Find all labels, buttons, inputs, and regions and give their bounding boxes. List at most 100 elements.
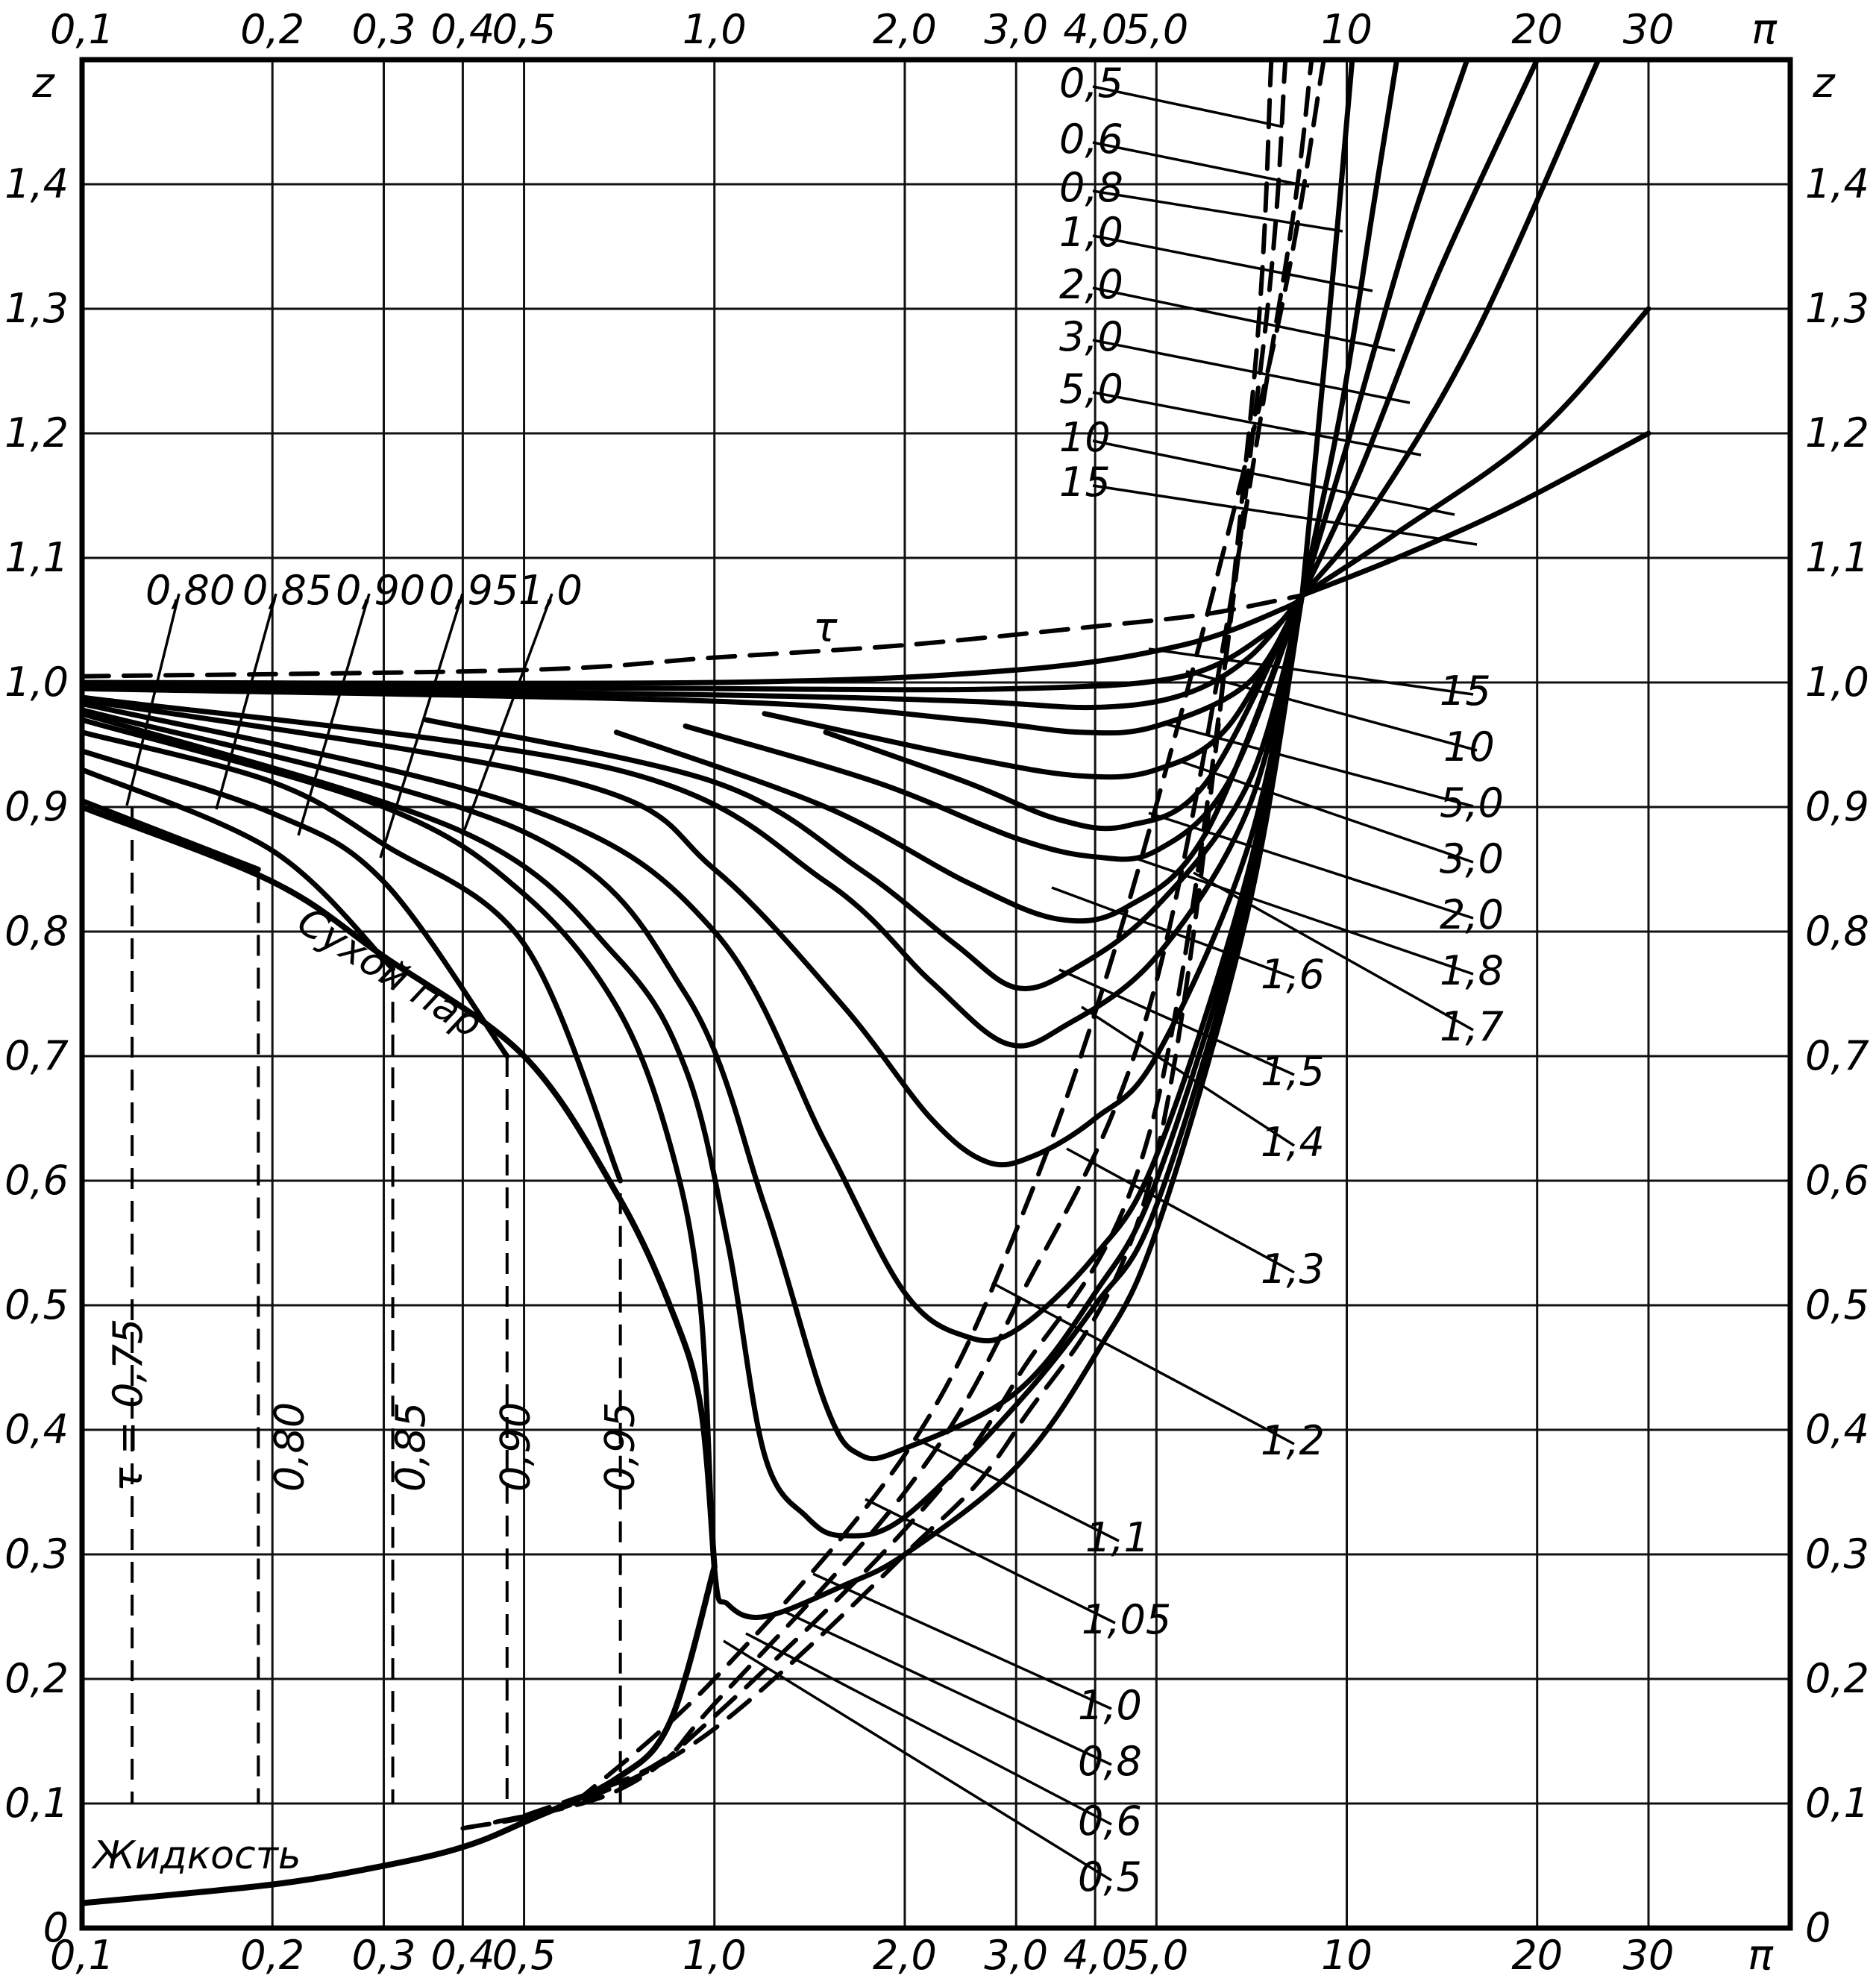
right-top-label-3,0-leader <box>1092 339 1411 404</box>
x-tick-label-top: 4,0 <box>1063 6 1127 53</box>
x-tick-label-top: 30 <box>1623 6 1675 53</box>
right-mid-label-1,7-leader <box>1193 871 1474 1032</box>
right-mid-label-3,0: 3,0 <box>1440 835 1504 882</box>
y-tick-label-left: 1,1 <box>4 534 69 581</box>
plot-frame <box>79 57 1793 1931</box>
liquid-label: Жидкость <box>91 1833 301 1878</box>
isotherm-1,8 <box>823 592 1305 832</box>
isotherm-0,80 <box>82 798 261 872</box>
right-top-label-10-leader <box>1092 439 1455 516</box>
right-mid-label-15-leader <box>1148 647 1474 696</box>
right-top-label-5,0-leader <box>1092 391 1422 456</box>
subcritical-label-0,80: 0,80 <box>266 1402 313 1492</box>
right-mid-label-10: 10 <box>1443 723 1495 770</box>
subcritical-label-0,95: 0,95 <box>597 1402 644 1492</box>
isotherm-1,6 <box>613 592 1305 924</box>
x-tick-label-top: 20 <box>1511 6 1563 53</box>
isotherm-1,2 <box>82 592 1305 1344</box>
y-tick-label-right: 0,3 <box>1805 1531 1869 1578</box>
y-axis-symbol-right: z <box>1812 59 1836 107</box>
x-tick-label-bottom: 0,1 <box>50 1932 114 1979</box>
y-tick-label-left: 1,2 <box>4 409 69 456</box>
x-tick-label-bottom: 0,2 <box>240 1932 304 1979</box>
isotherm-curves <box>82 60 1651 1906</box>
top-left-label-1,0-leader <box>461 593 553 836</box>
x-axis-symbol-top: π <box>1751 5 1778 54</box>
top-left-label-0,95: 0,95 <box>429 567 518 614</box>
bottom-label-1,1-leader <box>917 1438 1120 1542</box>
isotherm-1,0-upper <box>1299 60 1400 598</box>
right-top-label-1,0-leader <box>1092 234 1373 292</box>
x-tick-label-bottom: 1,0 <box>683 1932 747 1979</box>
right-mid-label-1,4: 1,4 <box>1261 1119 1325 1166</box>
x-tick-label-bottom: 20 <box>1511 1932 1563 1979</box>
right-mid-label-1,4-leader <box>1081 1005 1295 1147</box>
x-tick-label-top: 0,3 <box>352 6 416 53</box>
right-mid-label-extra: 15 <box>1440 668 1491 715</box>
x-tick-label-top: 10 <box>1321 6 1373 53</box>
y-tick-label-left: 0,6 <box>4 1157 69 1204</box>
x-tick-label-top: 5,0 <box>1124 6 1188 53</box>
x-tick-label-top: 0,1 <box>50 6 114 53</box>
right-top-label-0,8: 0,8 <box>1059 164 1123 211</box>
x-tick-label-top: 0,2 <box>240 6 304 53</box>
right-mid-label-1,7: 1,7 <box>1440 1003 1504 1050</box>
isotherm-10 <box>82 592 1305 693</box>
isotherm-2,0-upper <box>1299 60 1470 598</box>
bottom-label-0,6-leader <box>745 1632 1112 1826</box>
x-tick-label-bottom: 2,0 <box>873 1932 937 1979</box>
right-mid-label-1,8-leader <box>1133 856 1474 976</box>
isotherm-5,0-upper <box>1299 60 1601 598</box>
x-tick-label-top: 0,4 <box>430 6 495 53</box>
y-tick-label-left: 0,3 <box>4 1531 69 1578</box>
y-tick-label-right: 0,7 <box>1805 1032 1869 1079</box>
y-tick-label-left: 0,2 <box>4 1655 69 1702</box>
y-tick-label-right: 0,9 <box>1805 783 1869 830</box>
y-tick-label-left: 1,3 <box>4 285 69 332</box>
top-left-label-0,95-leader <box>379 593 464 858</box>
bottom-label-1,1: 1,1 <box>1085 1514 1149 1561</box>
right-mid-label-1,6-leader <box>1051 886 1295 979</box>
x-tick-label-top: 3,0 <box>984 6 1048 53</box>
right-top-label-15-leader <box>1092 484 1478 546</box>
right-mid-label-10-leader <box>1185 670 1478 752</box>
x-tick-label-bottom: 5,0 <box>1124 1932 1188 1979</box>
y-tick-label-right: 0 <box>1805 1904 1830 1951</box>
right-top-label-0,5-leader <box>1092 85 1284 128</box>
bottom-label-0,5-leader <box>723 1639 1112 1882</box>
bottom-label-1,0-leader <box>812 1572 1112 1710</box>
isotherm-3,0 <box>82 592 1305 736</box>
right-top-label-3,0: 3,0 <box>1059 313 1123 360</box>
y-tick-label-left: 1,4 <box>4 160 69 207</box>
y-tick-label-left: 0,7 <box>4 1032 69 1079</box>
isotherm-1,1 <box>82 592 1305 1462</box>
chart-labels: 0,1 0,1 0,2 0,2 0,3 0,3 0,4 0,4 0,5 0,5 1,0 1,0 2,0 2… <box>4 5 1869 1980</box>
bottom-label-0,5: 0,5 <box>1078 1853 1142 1900</box>
bottom-label-0,8-leader <box>782 1610 1112 1766</box>
dashed-curve-ideal <box>82 593 1305 679</box>
dashed-curve-0,5 <box>460 60 1274 1831</box>
y-tick-label-right: 0,1 <box>1805 1780 1869 1827</box>
x-tick-label-bottom: 0,5 <box>492 1932 556 1979</box>
saturation-liquid-curve <box>82 1563 718 1906</box>
y-axis-symbol-left: z <box>31 59 55 107</box>
y-tick-label-right: 0,4 <box>1805 1406 1869 1453</box>
right-mid-label-5,0-leader <box>1163 722 1474 808</box>
bottom-label-0,6: 0,6 <box>1078 1798 1142 1845</box>
x-tick-label-top: 2,0 <box>873 6 937 53</box>
saturation-vapor-curve <box>82 804 718 1570</box>
y-tick-label-right: 1,4 <box>1805 160 1869 207</box>
isotherm-2,0 <box>762 592 1305 780</box>
isotherm-1,0 <box>82 592 1305 1620</box>
right-top-label-0,5: 0,5 <box>1059 60 1123 107</box>
y-tick-label-left: 1,0 <box>4 659 69 706</box>
top-left-label-0,85-leader <box>215 593 277 810</box>
right-mid-label-1,6: 1,6 <box>1261 951 1325 998</box>
right-mid-label-1,8: 1,8 <box>1440 947 1504 994</box>
right-top-label-15: 15 <box>1059 459 1111 506</box>
isotherm-3,0-upper <box>1299 60 1540 598</box>
isotherm-15-upper <box>1299 430 1651 598</box>
ideal-curve-label: τ <box>813 604 838 651</box>
top-left-label-0,80: 0,80 <box>145 567 235 614</box>
